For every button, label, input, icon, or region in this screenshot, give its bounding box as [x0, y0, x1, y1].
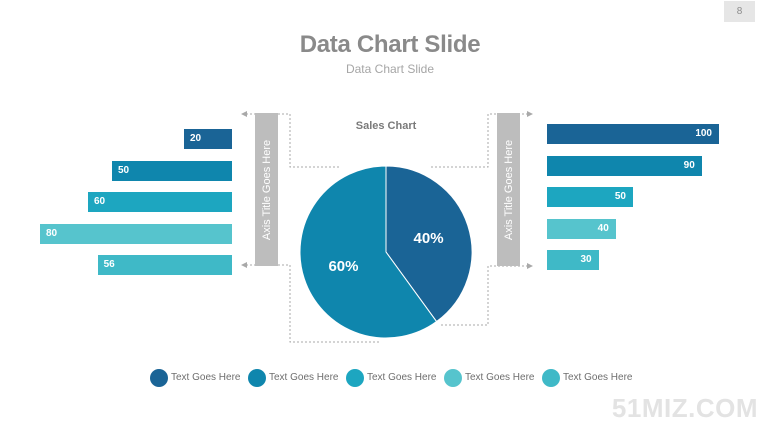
pie-chart: 40% 60% — [299, 165, 473, 339]
bar-value-label: 40 — [597, 222, 609, 234]
slide-title: Data Chart Slide — [299, 31, 481, 58]
bar-value-label: 50 — [614, 191, 626, 202]
legend-label: Text Goes Here — [269, 372, 339, 383]
right-top-arrow — [527, 111, 533, 117]
bar-left-3: 60 — [88, 192, 232, 212]
right-axis-title: Axis Title Goes Here — [502, 139, 515, 240]
pie-chart-title: Sales Chart — [355, 120, 417, 132]
left-axis-title-box: Axis Title Goes Here — [255, 113, 278, 266]
bar-left-2: 50 — [112, 160, 232, 181]
bar-right-2: 90 — [547, 155, 702, 176]
left-bottom-arrow — [241, 262, 247, 268]
left-axis-title: Axis Title Goes Here — [260, 139, 273, 240]
right-axis-title-box: Axis Title Goes Here — [497, 113, 520, 266]
bar-value-label: 30 — [580, 254, 592, 265]
legend-swatch — [248, 369, 266, 387]
legend-label: Text Goes Here — [563, 372, 633, 383]
bar-value-label: 56 — [103, 259, 115, 270]
legend-swatch — [444, 369, 462, 387]
bar-left-1: 20 — [184, 129, 232, 149]
pie-slice-label: 60% — [328, 258, 358, 275]
legend-swatch — [542, 369, 560, 387]
slide-subtitle: Data Chart Slide — [345, 62, 435, 76]
legend-swatch — [150, 369, 168, 387]
right-bottom-connector — [440, 265, 528, 326]
bar-value-label: 20 — [190, 133, 202, 144]
bar-left-5: 56 — [97, 255, 232, 275]
bar-value-label: 60 — [94, 196, 106, 207]
page-number: 8 — [724, 1, 755, 22]
legend-label: Text Goes Here — [367, 372, 437, 383]
bar-value-label: 50 — [118, 164, 130, 176]
pie-slice-2 — [299, 165, 438, 339]
bar-right-4: 40 — [547, 218, 616, 239]
bar-right-3: 50 — [547, 187, 633, 207]
legend-label: Text Goes Here — [171, 372, 241, 383]
left-top-arrow — [241, 111, 247, 117]
pie-slice-label: 40% — [414, 230, 444, 247]
bar-value-label: 100 — [695, 128, 712, 139]
right-bottom-arrow — [527, 263, 533, 269]
bar-right-1: 100 — [547, 124, 719, 144]
bar-left-4: 80 — [40, 223, 232, 244]
bar-value-label: 90 — [683, 159, 695, 171]
pie-slice-1 — [385, 165, 473, 323]
watermark: 51MIZ.COM — [611, 393, 758, 423]
bar-value-label: 80 — [46, 227, 58, 239]
legend-swatch — [346, 369, 364, 387]
legend-label: Text Goes Here — [465, 372, 535, 383]
bar-right-5: 30 — [547, 250, 599, 270]
